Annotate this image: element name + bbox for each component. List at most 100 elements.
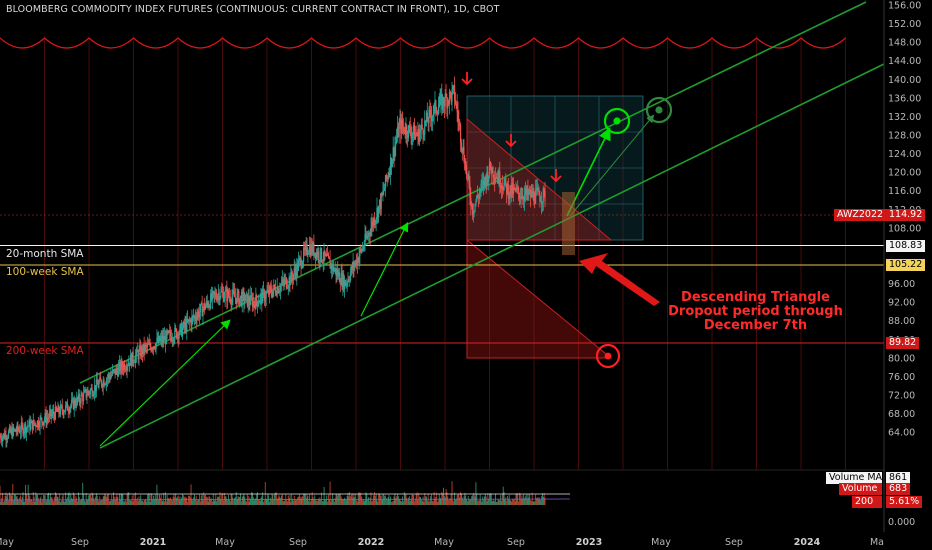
candle-body xyxy=(408,125,410,127)
candle-body xyxy=(427,121,429,124)
candle-body xyxy=(399,119,401,125)
cycle-arc-14 xyxy=(622,37,668,49)
candle-body xyxy=(106,378,109,380)
candle-body xyxy=(434,100,436,105)
candle-body xyxy=(430,109,432,117)
candle-body xyxy=(528,192,530,196)
price-tick-1: 152.00 xyxy=(888,19,921,30)
candle-body xyxy=(186,318,188,332)
cycle-arc-16 xyxy=(711,37,757,49)
candle-body xyxy=(81,394,83,396)
candle-body xyxy=(31,420,34,430)
candle-body xyxy=(18,429,20,431)
candle-body xyxy=(413,124,416,140)
candle-body xyxy=(243,293,245,304)
candle-body xyxy=(537,189,539,190)
candle-body xyxy=(534,201,536,204)
target-green-icon xyxy=(603,107,631,135)
candle-body xyxy=(166,330,168,334)
candle-body xyxy=(218,292,220,301)
candle-body xyxy=(30,423,32,430)
price-tick-16: 92.00 xyxy=(888,298,915,309)
candle-body xyxy=(467,174,469,176)
candle-body xyxy=(403,127,405,133)
candle-body xyxy=(440,94,442,97)
candle-body xyxy=(425,112,428,122)
candle-body xyxy=(96,379,98,385)
candle-body xyxy=(348,279,350,281)
candle-body xyxy=(500,185,503,189)
candle-body xyxy=(261,293,263,304)
candle-body xyxy=(334,268,336,270)
candle-body xyxy=(164,335,167,345)
candle-body xyxy=(82,395,84,402)
candle-body xyxy=(532,191,534,197)
candle-body xyxy=(330,264,332,269)
candle-body xyxy=(280,285,282,291)
candle-body xyxy=(513,186,515,189)
candle-body xyxy=(24,424,27,434)
candle-body xyxy=(222,292,225,302)
candle-body xyxy=(135,355,137,363)
candle-body xyxy=(169,331,171,333)
candle-body xyxy=(93,393,95,396)
candle-body xyxy=(453,85,456,101)
candle-body xyxy=(110,375,112,379)
candle-body xyxy=(269,286,271,288)
candle-body xyxy=(246,293,248,307)
cycle-arc-6 xyxy=(266,37,312,49)
sma100-value-tag: 105.22 xyxy=(886,259,926,271)
candle-body xyxy=(529,189,531,193)
candle-body xyxy=(524,188,526,194)
candle-body xyxy=(535,190,537,204)
candle-body xyxy=(106,379,108,385)
candle-body xyxy=(503,183,505,191)
candle-body xyxy=(251,294,253,298)
candle-body xyxy=(82,392,85,402)
candle-body xyxy=(71,399,73,406)
candle-body xyxy=(515,187,517,191)
candle-body xyxy=(530,190,532,198)
candle-body xyxy=(147,343,150,345)
candle-body xyxy=(117,370,119,377)
candle-body xyxy=(125,369,127,371)
volume-ma-value: 861 xyxy=(886,472,911,484)
candle-body xyxy=(22,425,24,434)
candle-body xyxy=(369,234,371,236)
candle-body xyxy=(37,420,39,427)
candle-body xyxy=(36,426,38,428)
volume-200-name: 200 xyxy=(852,496,882,508)
chart-title: BLOOMBERG COMMODITY INDEX FUTURES (CONTI… xyxy=(6,4,500,15)
candle-body xyxy=(129,354,132,366)
candle-body xyxy=(274,284,276,288)
candle-body xyxy=(216,295,219,301)
candle-body xyxy=(393,147,395,157)
candle-body xyxy=(231,296,233,304)
candle-body xyxy=(342,274,344,287)
candle-body xyxy=(272,290,274,297)
candle-body xyxy=(469,184,471,198)
candle-body xyxy=(151,348,153,351)
candle-body xyxy=(317,251,319,257)
price-tick-19: 80.00 xyxy=(888,353,915,364)
candle-body xyxy=(66,402,68,411)
candle-body xyxy=(196,315,198,322)
cycle-arc-7 xyxy=(311,37,357,49)
candle-body xyxy=(80,394,82,404)
price-tick-2: 148.00 xyxy=(888,38,921,49)
candle-body xyxy=(542,188,544,202)
candle-body xyxy=(91,387,93,396)
candle-body xyxy=(361,249,363,252)
candle-body xyxy=(368,232,370,235)
candle-body xyxy=(438,104,440,108)
candle-body xyxy=(521,196,523,199)
candle-body xyxy=(529,189,532,198)
callout-line-2: Dropout period through xyxy=(668,304,843,319)
candle-body xyxy=(39,417,41,428)
candle-body xyxy=(190,320,192,326)
candle-body xyxy=(385,175,387,180)
time-tick-0: May xyxy=(0,537,14,548)
candle-body xyxy=(471,203,474,216)
candle-body xyxy=(99,377,101,383)
